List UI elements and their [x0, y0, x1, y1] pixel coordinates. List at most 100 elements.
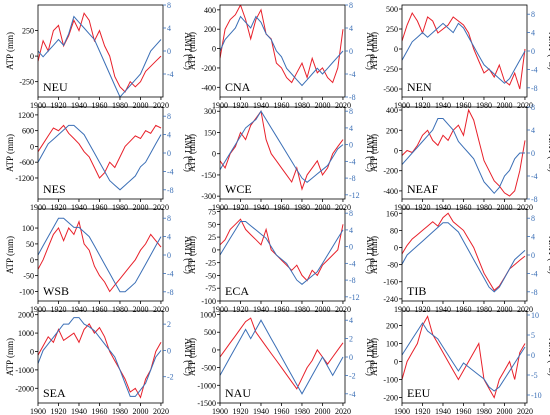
- y-tick-label-right: -4: [349, 70, 356, 79]
- y-tick-label-left: -100: [19, 287, 34, 296]
- x-tick-label: 1960: [455, 203, 471, 212]
- plot-frame: [401, 310, 528, 404]
- y-tick-label-left: -1000: [15, 366, 34, 375]
- series-amt-line: [38, 217, 162, 293]
- x-tick-label: 1920: [232, 407, 248, 415]
- y-axis-title-left: ATP (mm): [369, 338, 379, 376]
- x-tick-label: 1980: [294, 203, 310, 212]
- y-axis-title-right: AMT (°C): [183, 236, 193, 274]
- y-tick-label-left: -100: [383, 376, 398, 385]
- region-label: WSB: [43, 284, 69, 298]
- y-tick-label-right: -4: [349, 390, 356, 399]
- y-tick-label-left: 0: [394, 146, 398, 155]
- y-tick-label-left: 100: [386, 339, 398, 348]
- y-tick-label-left: 50: [208, 220, 216, 229]
- y-tick-label-right: -8: [167, 186, 174, 195]
- x-tick-label: 1940: [71, 305, 87, 314]
- series-atp-line: [402, 11, 526, 90]
- y-tick-label-right: -2: [167, 373, 174, 382]
- y-tick-label-right: 8: [349, 209, 353, 218]
- panel-nau: -1500 -1000 -500 0 500 1000 -4 -2 0 2 4 1900 1920 194…: [187, 311, 375, 415]
- y-tick-label-right: 4: [531, 233, 535, 242]
- y-axis-title-right: AMT (°C): [183, 134, 193, 172]
- x-tick-label: 2000: [314, 305, 330, 314]
- x-tick-label: 1900: [212, 203, 228, 212]
- series-amt-line: [402, 118, 525, 195]
- plot-frame: [219, 208, 346, 302]
- y-tick-label-left: 0: [30, 347, 34, 356]
- y-tick-label-right: 2: [167, 320, 171, 329]
- x-tick-label: 2020: [517, 203, 533, 212]
- x-tick-label: 2020: [517, 101, 533, 110]
- y-tick-label-left: -500: [383, 85, 398, 94]
- y-tick-label-right: -4: [531, 172, 538, 181]
- x-tick-label: 1920: [50, 407, 66, 415]
- y-tick-label-right: -10: [531, 391, 542, 400]
- series-atp-line: [402, 315, 526, 399]
- x-tick-label: 2000: [132, 305, 148, 314]
- y-tick-label-right: -4: [167, 269, 174, 278]
- y-tick-label-left: -200: [201, 64, 216, 73]
- y-tick-label-right: -4: [531, 269, 538, 278]
- y-axis-title-right: AMT (°C): [365, 32, 375, 70]
- panel-sea: -2000 -1000 0 1000 2000 -2 0 2 1900 1920 1940 1960 1…: [5, 310, 193, 415]
- y-tick-label-right: 8: [531, 214, 535, 223]
- y-tick-label-right: 5: [531, 331, 535, 340]
- y-axis-title-right: AMT (°C): [547, 338, 550, 376]
- y-tick-label-right: 8: [167, 112, 171, 121]
- x-tick-label: 1920: [232, 203, 248, 212]
- series-atp-line: [38, 12, 162, 93]
- panel-tib: -240 -160 -80 0 80 160 -8 -4 0 4 8 1900 1920 1940 1960…: [369, 208, 550, 314]
- y-tick-label-left: -250: [19, 78, 34, 87]
- y-tick-label-right: -8: [531, 84, 538, 93]
- panel-wce: -300 -150 0 150 300 -12 -8 -4 0 4 8 1900 1920 1940 196…: [187, 106, 375, 212]
- region-label: SEA: [43, 386, 66, 400]
- series-atp-line: [220, 5, 344, 84]
- x-tick-label: 1900: [212, 305, 228, 314]
- y-tick-label-right: -8: [349, 174, 356, 183]
- x-tick-label: 1940: [253, 101, 269, 110]
- y-tick-label-left: -400: [383, 187, 398, 196]
- region-label: NEU: [43, 80, 68, 94]
- x-tick-label: 1960: [91, 203, 107, 212]
- x-tick-label: 1940: [435, 203, 451, 212]
- region-label: NAU: [225, 386, 251, 400]
- x-tick-label: 1980: [112, 101, 128, 110]
- y-tick-label-left: -80: [387, 261, 398, 270]
- y-axis-title-left: ATP (mm): [187, 32, 197, 70]
- region-label: NES: [43, 182, 66, 196]
- x-tick-label: 1980: [476, 203, 492, 212]
- series-amt-line: [402, 222, 526, 293]
- y-tick-label-left: 2000: [18, 311, 34, 320]
- plot-frame: [37, 310, 164, 404]
- y-tick-label-left: 0: [30, 52, 34, 61]
- x-tick-label: 1960: [273, 203, 289, 212]
- x-tick-label: 1900: [394, 101, 410, 110]
- x-tick-label: 1960: [91, 407, 107, 415]
- y-tick-label-left: 0: [212, 45, 216, 54]
- y-tick-label-left: 0: [394, 45, 398, 54]
- x-tick-label: 1980: [294, 305, 310, 314]
- y-tick-label-left: 1000: [18, 329, 34, 338]
- x-tick-label: 2020: [153, 407, 169, 415]
- y-tick-label-right: -4: [531, 65, 538, 74]
- y-axis-title-left: ATP (mm): [187, 134, 197, 172]
- y-tick-label-left: -50: [23, 272, 34, 281]
- y-tick-label-left: -160: [383, 278, 398, 287]
- series-amt-line: [220, 221, 344, 285]
- y-tick-label-left: 25: [208, 233, 216, 242]
- y-tick-label-right: 0: [349, 141, 353, 150]
- y-axis-title-left: ATP (mm): [369, 32, 379, 70]
- series-amt-line: [38, 317, 162, 397]
- y-tick-label-right: 8: [531, 103, 535, 112]
- series-atp-line: [220, 218, 344, 282]
- x-tick-label: 1980: [112, 407, 128, 415]
- region-label: NEN: [407, 80, 432, 94]
- x-tick-label: 1900: [30, 101, 46, 110]
- x-tick-label: 1960: [273, 101, 289, 110]
- panel-eeu: -200 -100 0 100 200 -10 -5 0 5 10 1900 1920 1940 1960…: [369, 310, 550, 415]
- region-label: EEU: [407, 386, 431, 400]
- y-tick-label-left: -200: [383, 394, 398, 403]
- x-tick-label: 1940: [71, 101, 87, 110]
